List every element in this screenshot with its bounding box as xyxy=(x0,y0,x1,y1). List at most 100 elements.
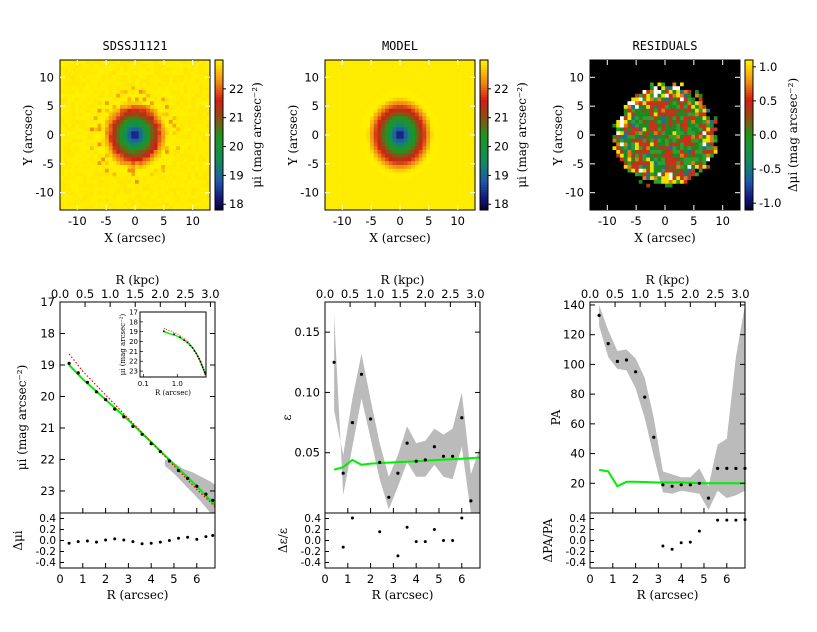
pixel xyxy=(441,127,446,132)
pixel xyxy=(150,60,155,65)
pixel xyxy=(463,146,468,151)
pixel xyxy=(381,60,386,65)
pixel xyxy=(672,172,677,177)
pixel xyxy=(358,195,363,200)
pixel xyxy=(411,153,416,158)
pixel xyxy=(328,90,333,95)
pixel xyxy=(441,191,446,196)
pixel xyxy=(340,71,345,76)
colorbar-tick-label: 19 xyxy=(494,168,509,182)
pixel xyxy=(471,82,476,87)
pixel xyxy=(325,165,330,170)
pixel xyxy=(388,150,393,155)
pixel xyxy=(467,78,472,83)
pixel xyxy=(411,105,416,110)
pixel xyxy=(463,108,468,113)
pixel xyxy=(706,150,711,155)
pixel xyxy=(661,202,666,207)
pixel xyxy=(710,187,715,192)
pixel xyxy=(590,153,595,158)
pixel xyxy=(198,157,203,162)
pixel xyxy=(657,146,662,151)
pixel xyxy=(680,60,685,65)
pixel xyxy=(78,97,83,102)
pixel xyxy=(661,116,666,121)
pixel xyxy=(601,150,606,155)
pixel xyxy=(183,198,188,203)
pixel xyxy=(460,165,465,170)
pixel xyxy=(415,105,420,110)
pixel xyxy=(407,176,412,181)
pixel xyxy=(683,138,688,143)
pixel xyxy=(605,198,610,203)
pixel xyxy=(635,198,640,203)
pixel xyxy=(635,168,640,173)
pixel xyxy=(612,157,617,162)
pixel xyxy=(597,86,602,91)
pixel xyxy=(698,157,703,162)
pixel xyxy=(668,138,673,143)
pixel xyxy=(165,97,170,102)
pixel xyxy=(653,97,658,102)
pixel xyxy=(105,142,110,147)
pixel xyxy=(187,123,192,128)
pixel xyxy=(710,97,715,102)
pixel xyxy=(82,67,87,72)
pixel xyxy=(168,142,173,147)
pixel xyxy=(78,142,83,147)
pixel xyxy=(668,172,673,177)
pixel xyxy=(448,123,453,128)
pixel xyxy=(396,93,401,98)
pixel xyxy=(150,146,155,151)
pixel xyxy=(206,150,211,155)
pixel xyxy=(373,180,378,185)
pixel xyxy=(206,86,211,91)
pixel xyxy=(631,142,636,147)
pixel xyxy=(108,157,113,162)
pixel xyxy=(138,146,143,151)
pixel xyxy=(153,157,158,162)
pixel xyxy=(168,153,173,158)
pixel xyxy=(370,127,375,132)
panel-title: SDSSJ1121 xyxy=(102,39,167,53)
pixel xyxy=(112,90,117,95)
pixel xyxy=(638,131,643,136)
pixel xyxy=(601,191,606,196)
pixel xyxy=(608,82,613,87)
pixel xyxy=(717,67,722,72)
pixel xyxy=(176,82,181,87)
pixel xyxy=(71,135,76,140)
pixel xyxy=(108,206,113,211)
pixel xyxy=(612,202,617,207)
pixel xyxy=(71,142,76,147)
pixel xyxy=(82,127,87,132)
pixel xyxy=(717,60,722,65)
pixel xyxy=(60,78,65,83)
pixel xyxy=(60,101,65,106)
pixel xyxy=(441,60,446,65)
pixel xyxy=(642,105,647,110)
pixel xyxy=(385,120,390,125)
pixel xyxy=(105,202,110,207)
pixel xyxy=(120,150,125,155)
pixel xyxy=(616,150,621,155)
pixel xyxy=(157,150,162,155)
pixel xyxy=(441,86,446,91)
pixel xyxy=(601,71,606,76)
pixel xyxy=(683,97,688,102)
pixel xyxy=(377,127,382,132)
pixel xyxy=(202,183,207,188)
colorbar-tick-label: 18 xyxy=(229,197,244,211)
pixel xyxy=(90,146,95,151)
pixel xyxy=(82,135,87,140)
pixel xyxy=(108,165,113,170)
pixel xyxy=(381,183,386,188)
colorbar-step xyxy=(215,157,223,161)
pixel xyxy=(370,161,375,166)
pixel xyxy=(71,97,76,102)
pixel xyxy=(407,138,412,143)
pixel xyxy=(135,131,140,136)
pixel xyxy=(328,123,333,128)
pixel xyxy=(202,82,207,87)
pixel xyxy=(597,93,602,98)
